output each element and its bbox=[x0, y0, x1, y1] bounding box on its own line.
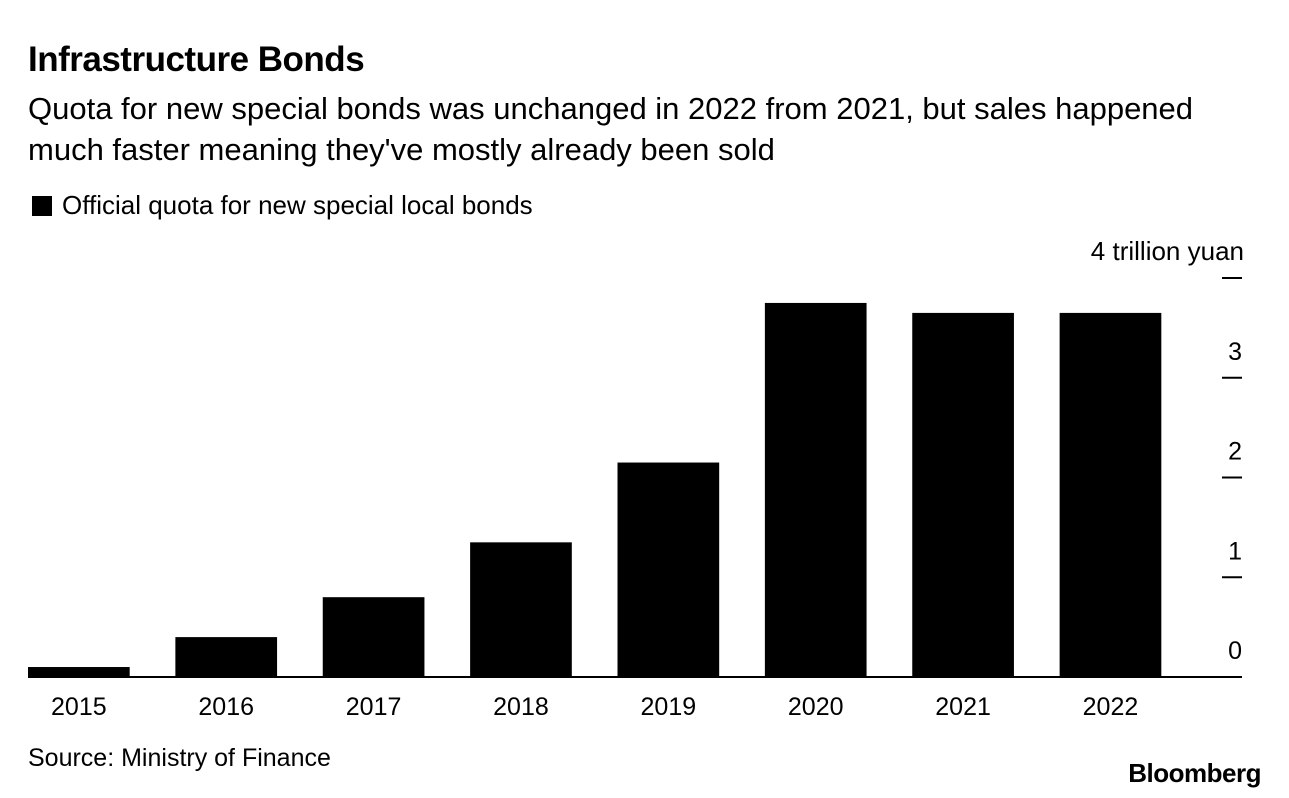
x-tick-label-2018: 2018 bbox=[493, 693, 549, 721]
bar-2019 bbox=[617, 462, 720, 677]
bar-2018 bbox=[470, 542, 572, 677]
x-tick-label-2022: 2022 bbox=[1083, 693, 1139, 721]
source-note: Source: Ministry of Finance bbox=[28, 744, 331, 772]
x-tick-label-2017: 2017 bbox=[346, 693, 402, 721]
bar-2021 bbox=[912, 312, 1014, 677]
bar-2022 bbox=[1059, 312, 1162, 677]
y-tick-label-2: 2 bbox=[1228, 438, 1242, 466]
y-tick-label-1: 1 bbox=[1228, 537, 1242, 565]
chart-subtitle: Quota for new special bonds was unchange… bbox=[28, 91, 1194, 167]
x-tick-label-2015: 2015 bbox=[51, 693, 107, 721]
x-tick-label-2019: 2019 bbox=[641, 693, 697, 721]
x-tick-label-2020: 2020 bbox=[788, 693, 844, 721]
x-tick-label-2016: 2016 bbox=[198, 693, 254, 721]
bar-2017 bbox=[322, 597, 425, 677]
bar-2016 bbox=[175, 637, 278, 677]
y-tick-label-3: 3 bbox=[1228, 338, 1242, 366]
legend-label: Official quota for new special local bon… bbox=[62, 190, 533, 220]
bloomberg-logo: Bloomberg bbox=[1128, 758, 1261, 788]
bar-2015 bbox=[28, 667, 130, 677]
legend: Official quota for new special local bon… bbox=[32, 190, 533, 221]
legend-swatch bbox=[32, 195, 52, 216]
bar-2020 bbox=[764, 302, 867, 677]
y-axis-unit-label: 4 trillion yuan bbox=[1091, 236, 1244, 266]
x-tick-label-2021: 2021 bbox=[935, 693, 991, 721]
y-tick-label-0: 0 bbox=[1228, 637, 1242, 665]
chart-title: Infrastructure Bonds bbox=[28, 40, 365, 79]
